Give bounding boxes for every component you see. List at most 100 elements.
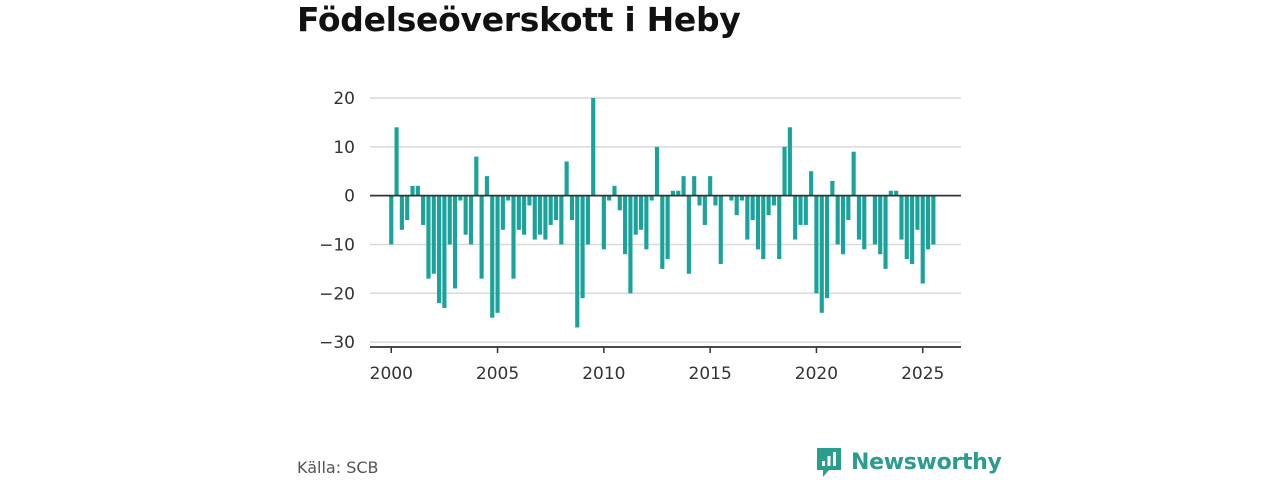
bar — [426, 195, 431, 279]
bar — [660, 195, 665, 269]
bar — [431, 195, 436, 274]
bar — [495, 195, 500, 313]
bar — [771, 195, 776, 206]
x-tick-label: 2010 — [582, 364, 625, 384]
bar — [553, 195, 559, 221]
bar — [437, 195, 442, 304]
bar — [399, 195, 404, 230]
bar — [484, 176, 489, 196]
bar — [623, 195, 628, 255]
bar — [904, 195, 909, 260]
bar — [612, 185, 617, 196]
bar — [851, 151, 856, 196]
bar — [745, 195, 750, 240]
bar — [638, 195, 644, 230]
bar — [809, 171, 814, 196]
bar — [532, 195, 537, 240]
bar — [421, 195, 426, 225]
bar — [793, 195, 798, 240]
bar — [931, 195, 936, 245]
bar — [888, 190, 893, 196]
bar — [681, 176, 686, 196]
bar — [415, 185, 420, 196]
bar — [564, 161, 569, 196]
bar — [516, 195, 521, 230]
bar — [676, 190, 681, 196]
bar — [750, 195, 755, 221]
bar — [463, 195, 468, 235]
y-tick-label: 0 — [344, 187, 355, 207]
bar — [490, 195, 495, 318]
bar — [543, 195, 548, 240]
y-tick-label: 20 — [333, 89, 355, 109]
bar — [617, 195, 622, 211]
bar — [697, 195, 702, 206]
bar — [500, 195, 505, 230]
y-tick-label: −20 — [319, 284, 355, 304]
bar — [718, 195, 723, 264]
bar — [474, 156, 479, 196]
bar — [537, 195, 543, 235]
bar — [739, 195, 745, 201]
grid-lines — [370, 97, 961, 343]
bar — [840, 195, 846, 255]
bar — [522, 195, 527, 235]
y-tick-label: −10 — [319, 235, 355, 255]
bar — [878, 195, 883, 255]
bar — [527, 195, 532, 206]
bar — [394, 127, 399, 196]
y-tick-labels: 20 10 0 −10 −20 −30 — [319, 89, 355, 353]
x-tick-label: 2025 — [901, 364, 944, 384]
x-tick-label: 2020 — [795, 364, 838, 384]
bar — [862, 195, 867, 250]
bar — [628, 195, 633, 294]
bar — [835, 195, 840, 245]
bar — [665, 195, 670, 260]
bar — [506, 195, 511, 201]
bar — [511, 195, 516, 279]
bar — [915, 195, 920, 230]
bar — [713, 195, 718, 206]
y-tick-label: −30 — [319, 333, 355, 353]
bar — [548, 195, 553, 225]
bar — [569, 195, 575, 221]
bar — [814, 195, 819, 294]
bar — [670, 190, 676, 196]
source-label: Källa: SCB — [297, 458, 379, 477]
bar — [819, 195, 824, 313]
x-tick-label: 2015 — [689, 364, 732, 384]
brand-logo[interactable]: Newsworthy — [815, 446, 1002, 478]
bar — [607, 195, 612, 201]
bar — [787, 127, 792, 196]
bar — [591, 98, 596, 196]
bar — [389, 195, 394, 245]
bar — [830, 181, 835, 196]
bar — [846, 195, 851, 221]
bar — [883, 195, 888, 269]
axes — [370, 194, 961, 348]
bar — [452, 195, 458, 289]
x-tick-label: 2005 — [476, 364, 519, 384]
bar — [559, 195, 564, 245]
bar — [633, 195, 638, 235]
bar — [405, 195, 410, 221]
bar — [702, 195, 707, 225]
bar — [601, 195, 606, 250]
bars — [389, 98, 936, 328]
bar — [899, 195, 904, 240]
bar — [708, 176, 713, 196]
bar — [410, 185, 415, 196]
bar — [580, 195, 585, 299]
bar — [585, 195, 590, 245]
bar — [798, 195, 803, 225]
x-tick-label: 2000 — [370, 364, 413, 384]
bar — [925, 195, 931, 250]
brand-name: Newsworthy — [851, 449, 1002, 475]
bar — [920, 195, 925, 284]
bar — [468, 195, 474, 245]
bar — [686, 195, 691, 274]
bar — [777, 195, 782, 260]
bar — [872, 195, 877, 245]
bar — [761, 195, 766, 260]
